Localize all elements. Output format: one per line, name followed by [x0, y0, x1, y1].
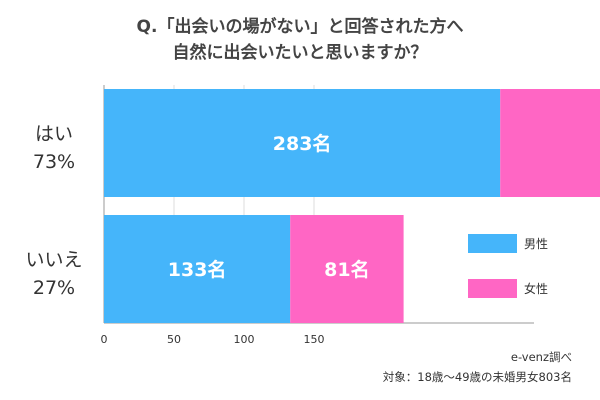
source-note: e-venz調べ [510, 350, 572, 364]
x-tick-label: 150 [304, 333, 325, 346]
category-label: いいえ [25, 249, 82, 271]
legend-swatch [468, 279, 517, 298]
legend-swatch [468, 234, 517, 253]
bar-segment [104, 215, 291, 323]
chart-title: Q.「出会いの場がない」と回答された方へ 自然に出会いたいと思いますか？ [0, 14, 600, 66]
bar-value-label: 133名 [168, 258, 227, 281]
bar-segment [500, 89, 600, 197]
bar-value-label: 81名 [324, 258, 369, 281]
x-tick-label: 0 [101, 333, 108, 346]
legend-label: 女性 [524, 281, 548, 296]
category-percent: 73% [33, 151, 75, 173]
bar-segment [290, 215, 404, 323]
bar-value-label: 283名 [273, 132, 332, 155]
x-tick-label: 100 [234, 333, 255, 346]
title-line-1: Q.「出会いの場がない」と回答された方へ [136, 17, 464, 37]
subject-note: 対象：18歳〜49歳の未婚男女803名 [382, 370, 572, 384]
bar-segment [104, 89, 501, 197]
title-line-2: 自然に出会いたいと思いますか？ [172, 43, 428, 63]
category-percent: 27% [33, 277, 75, 299]
legend-label: 男性 [524, 237, 548, 251]
category-label: はい [35, 123, 73, 145]
x-tick-label: 50 [167, 333, 181, 346]
